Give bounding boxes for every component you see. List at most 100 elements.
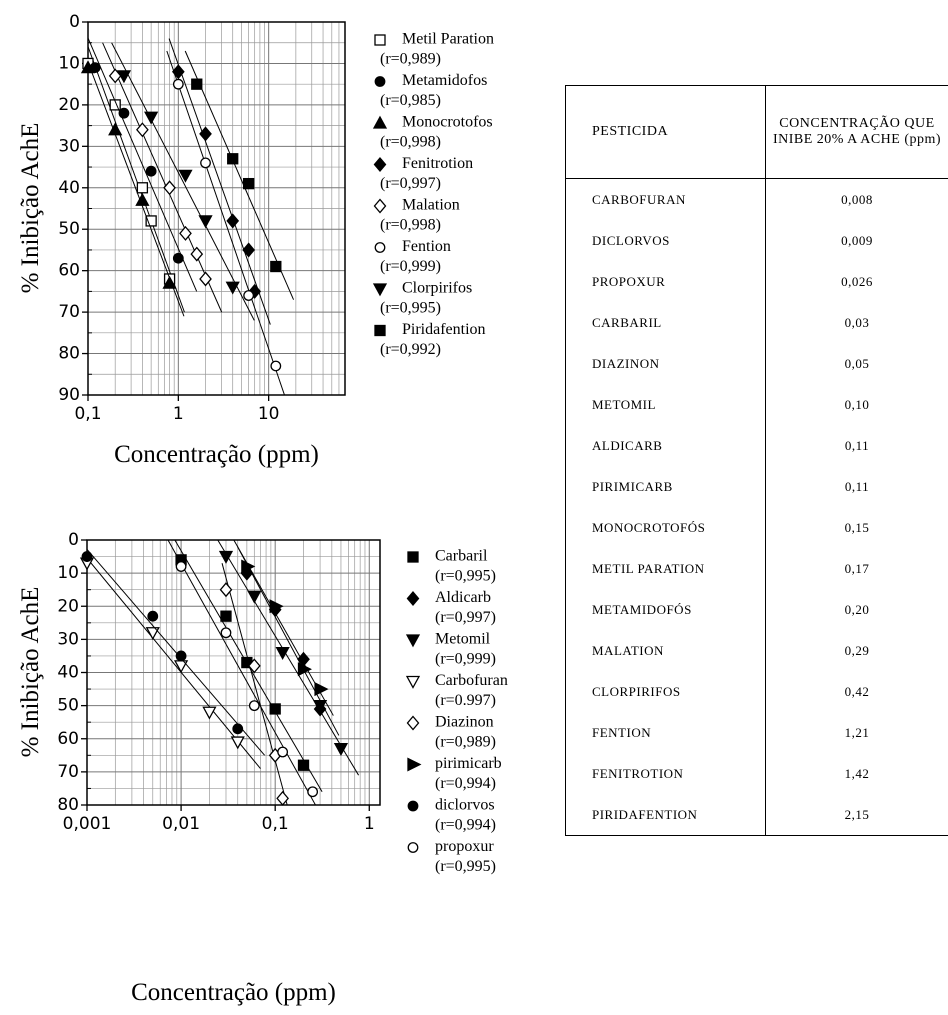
legend-note: (r=0,995)	[435, 568, 496, 585]
point	[162, 275, 177, 289]
chart: 0,001 0,01 0,1 101020304050607080Concentraç…	[17, 530, 508, 1006]
point	[247, 658, 261, 674]
point	[81, 551, 93, 562]
fit-line	[88, 60, 185, 317]
legend-note: (r=0,999)	[380, 258, 441, 275]
legend-marker	[407, 757, 422, 772]
legend-label: Carbofuran	[435, 672, 508, 689]
point	[225, 281, 240, 295]
point	[136, 122, 149, 138]
point	[178, 169, 193, 183]
y-tick-label: 20	[57, 596, 79, 616]
x-axis-title: Concentração (ppm)	[114, 441, 319, 468]
table-cell: 0,10	[765, 384, 948, 425]
table-cell: FENITROTION	[592, 765, 684, 781]
fit-line	[87, 557, 261, 769]
legend-label: Piridafention	[402, 321, 486, 338]
legend-note: (r=0,995)	[435, 858, 496, 875]
point	[145, 215, 157, 227]
legend-note: (r=0,997)	[380, 175, 441, 192]
legend-label: diclorvos	[435, 797, 495, 814]
table-cell: 0,03	[765, 302, 948, 343]
point	[118, 107, 130, 119]
y-tick-label: 70	[57, 762, 79, 782]
legend-label: pirimicarb	[435, 755, 502, 772]
point	[175, 650, 187, 662]
fit-line	[166, 50, 286, 395]
point	[232, 723, 244, 735]
legend-label: propoxur	[435, 838, 494, 855]
point	[163, 180, 176, 196]
point	[307, 786, 319, 798]
point	[172, 252, 184, 264]
point	[226, 213, 240, 229]
x-axis-title: Concentração (ppm)	[131, 979, 336, 1006]
legend-note: (r=0,994)	[435, 817, 496, 834]
table-row: PROPOXUR 0,026	[566, 261, 948, 302]
point	[242, 177, 255, 190]
table-row: DICLORVOS 0,009	[566, 220, 948, 261]
x-tick-label: 1	[173, 404, 184, 424]
chart: 0,1 1 10 0 10 20 30 40 50 60 70 80 90 Concentração (p…	[17, 12, 494, 468]
point	[276, 790, 289, 806]
legend-note: (r=0,995)	[380, 300, 441, 317]
table-cell: DIAZINON	[592, 355, 660, 371]
table-cell: 0,20	[765, 589, 948, 630]
data-table: PESTICIDA CONCENTRAÇÃO QUE INIBE 20% A AC…	[565, 85, 948, 836]
point	[314, 682, 329, 697]
table-row: METOMIL 0,10	[566, 384, 948, 425]
table-cell: MALATION	[592, 642, 664, 658]
point	[116, 70, 132, 84]
point	[297, 662, 312, 677]
table-cell: 0,05	[765, 343, 948, 384]
table-cell: CARBARIL	[592, 314, 662, 330]
point	[248, 700, 260, 712]
point	[198, 215, 213, 229]
table-cell: 0,008	[765, 178, 948, 220]
legend-label: Malation	[402, 197, 460, 214]
point	[269, 703, 281, 715]
table-row: PIRIDAFENTION 2,15	[566, 794, 948, 836]
table-row: CARBARIL 0,03	[566, 302, 948, 343]
y-axis-title: % Inibição AchE	[17, 123, 44, 294]
legend-label: Aldicarb	[435, 589, 491, 606]
table-cell: 0,15	[765, 507, 948, 548]
table-cell: CLORPIRIFOS	[592, 683, 681, 699]
legend-label: Metamidofos	[402, 72, 487, 89]
header-cell: CONCENTRAÇÃO QUE INIBE 20% A ACHE (ppm)	[765, 85, 948, 179]
y-tick-label: 0	[69, 12, 80, 32]
legend-label: Clorpirifos	[402, 280, 472, 297]
point	[270, 260, 282, 273]
legend-marker	[373, 198, 387, 214]
table-cell: METOMIL	[592, 396, 656, 412]
point	[220, 610, 232, 622]
table-row: CARBOFURAN 0,008	[566, 178, 948, 220]
legend-marker	[374, 324, 386, 337]
x-tick-label: 0,1	[262, 814, 289, 834]
table-cell: 1,42	[765, 753, 948, 794]
y-tick-label: 70	[58, 302, 80, 322]
y-tick-label: 90	[58, 385, 80, 405]
legend-marker	[374, 242, 386, 253]
point	[200, 157, 211, 169]
point	[277, 746, 289, 758]
table-cell: 0,17	[765, 548, 948, 589]
point	[147, 610, 159, 622]
table-row: PIRIMICARB 0,11	[566, 466, 948, 507]
point	[220, 627, 232, 639]
table-row: METIL PARATION 0,17	[566, 548, 948, 589]
point	[218, 550, 234, 564]
legend-label: Fenitrotion	[402, 155, 473, 172]
table-cell: METIL PARATION	[592, 560, 705, 576]
point	[175, 561, 187, 572]
legend-note: (r=0,998)	[380, 217, 441, 234]
table-row: MALATION 0,29	[566, 630, 948, 671]
table-cell: METAMIDOFÓS	[592, 601, 692, 617]
y-tick-label: 40	[58, 178, 80, 198]
fit-line	[221, 563, 288, 805]
y-tick-label: 10	[58, 53, 80, 73]
x-tick-label: 0,001	[63, 814, 112, 834]
point	[145, 627, 160, 641]
point	[227, 153, 239, 165]
